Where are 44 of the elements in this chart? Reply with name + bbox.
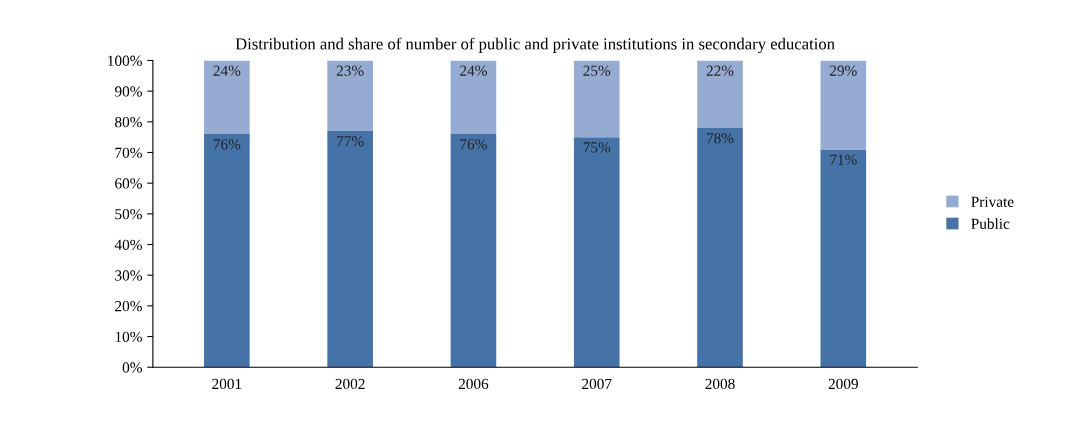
- data-label: 22%: [706, 65, 734, 76]
- y-tick-label: 60%: [115, 178, 142, 189]
- x-tick-label: 2002: [335, 378, 365, 390]
- data-label: 76%: [213, 139, 241, 150]
- data-label: 24%: [460, 65, 487, 76]
- y-tick-label: 80%: [115, 116, 142, 128]
- y-tick-label: 30%: [115, 270, 142, 281]
- y-tick-label: 50%: [115, 208, 142, 220]
- data-label: 23%: [336, 65, 364, 76]
- bar: [820, 149, 867, 368]
- y-tick-label: 0%: [122, 362, 142, 373]
- bar: [697, 127, 743, 368]
- data-label: 29%: [829, 65, 857, 76]
- chart-title: Distribution and share of number of public and private institutions in secondary education: [235, 37, 835, 53]
- y-tick-label: 40%: [114, 239, 142, 251]
- data-label: 78%: [707, 133, 734, 144]
- x-tick-label: 2001: [212, 378, 242, 390]
- x-tick-label: 2006: [458, 378, 489, 390]
- y-tick-label: 20%: [115, 301, 142, 312]
- y-tick-label: 10%: [115, 331, 142, 343]
- y-tick-label: 70%: [115, 147, 142, 158]
- legend-label: Private: [971, 196, 1014, 207]
- x-tick-label: 2007: [582, 378, 612, 390]
- bar: [327, 131, 373, 368]
- data-label: 71%: [830, 154, 857, 165]
- bar: [327, 60, 373, 132]
- data-label: 25%: [583, 65, 611, 76]
- bar: [450, 60, 497, 135]
- bar: [204, 60, 250, 135]
- data-label: 77%: [337, 136, 364, 147]
- bar: [450, 134, 497, 368]
- data-label: 75%: [583, 142, 611, 153]
- x-tick-label: 2008: [705, 378, 735, 390]
- data-label: 76%: [460, 139, 487, 150]
- y-tick-label: 90%: [114, 86, 142, 97]
- bar: [697, 60, 743, 128]
- bar: [573, 60, 620, 138]
- bar: [204, 134, 250, 368]
- bar: [820, 60, 867, 150]
- x-tick-label: 2009: [828, 378, 858, 390]
- y-tick-label: 100%: [108, 55, 142, 66]
- bar: [573, 137, 620, 368]
- data-label: 24%: [213, 65, 241, 76]
- legend-label: Public: [971, 218, 1010, 229]
